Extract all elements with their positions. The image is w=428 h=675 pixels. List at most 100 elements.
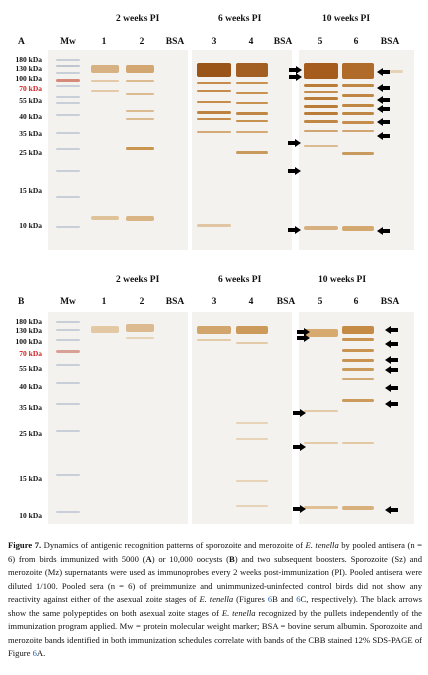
lane-1: [91, 312, 119, 524]
mw-label: 35 kDa: [19, 129, 42, 138]
lane-4: [236, 312, 268, 524]
arrow-right-icon: [297, 334, 310, 342]
arrow-right-icon: [289, 66, 302, 74]
mw-label: 130 kDa: [15, 326, 42, 335]
lane-label: Mw: [60, 37, 76, 47]
panel-a: 2 weeks PI 6 weeks PI 10 weeks PI A Mw 1…: [0, 0, 428, 262]
mw-label: 15 kDa: [19, 474, 42, 483]
figure-link[interactable]: 6: [296, 594, 301, 604]
mw-label: 100 kDa: [15, 337, 42, 346]
mw-label-highlight: 70 kDa: [19, 349, 42, 358]
lane-6: [342, 50, 374, 250]
lane-label: BSA: [165, 37, 185, 47]
mw-label: 100 kDa: [15, 74, 42, 83]
blot-10-weeks: [299, 312, 414, 524]
lane-label: BSA: [276, 297, 296, 307]
lane-bsa: [383, 50, 403, 250]
caption-text: (Figures: [233, 594, 268, 604]
caption-text: B and: [272, 594, 297, 604]
arrow-right-icon: [293, 409, 306, 417]
lane-label: 5: [317, 297, 323, 307]
lane-label: 1: [101, 297, 107, 307]
species-name: E. tenella: [199, 594, 234, 604]
arrow-left-icon: [377, 227, 390, 235]
pi-header: 6 weeks PI: [218, 14, 262, 24]
mw-label: 180 kDa: [15, 317, 42, 326]
lane-4: [236, 50, 268, 250]
figure-caption: Figure 7. Dynamics of antigenic recognit…: [8, 539, 422, 661]
lane-3: [197, 312, 231, 524]
arrow-left-icon: [385, 340, 398, 348]
lane-label: BSA: [380, 37, 400, 47]
mw-label: 180 kDa: [15, 55, 42, 64]
blot-6-weeks: [192, 312, 292, 524]
arrow-left-icon: [385, 356, 398, 364]
pi-header: 2 weeks PI: [116, 275, 160, 285]
species-name: E. tenella: [305, 540, 339, 550]
caption-lead: Figure 7.: [8, 540, 42, 550]
panel-b: 2 weeks PI 6 weeks PI 10 weeks PI B Mw 1…: [0, 270, 428, 532]
arrow-left-icon: [385, 366, 398, 374]
species-name: E. tenella: [221, 607, 256, 618]
mw-label: 25 kDa: [19, 148, 42, 157]
lane-label: 6: [353, 37, 359, 47]
pi-header: 6 weeks PI: [218, 275, 262, 285]
lane-label: 3: [211, 37, 217, 47]
panel-letter: B: [18, 297, 25, 307]
panel-letter: A: [18, 37, 25, 47]
arrow-left-icon: [385, 506, 398, 514]
mw-label: 130 kDa: [15, 64, 42, 73]
lane-label: BSA: [273, 37, 293, 47]
lane-label: 2: [139, 297, 145, 307]
arrow-left-icon: [377, 68, 390, 76]
mw-label: 15 kDa: [19, 186, 42, 195]
lane-label: Mw: [60, 297, 76, 307]
pi-header: 10 weeks PI: [322, 14, 371, 24]
lane-label: 4: [248, 297, 254, 307]
figure-link[interactable]: 6: [32, 648, 37, 658]
arrow-left-icon: [377, 118, 390, 126]
blot-10-weeks: [299, 50, 414, 250]
blot-2-weeks: [48, 312, 188, 524]
lane-mw: [56, 50, 80, 250]
caption-text: ) and two subsequent boosters. Sporozoit…: [8, 553, 423, 605]
arrow-left-icon: [385, 384, 398, 392]
lane-5: [304, 312, 338, 524]
pi-header: 10 weeks PI: [318, 275, 367, 285]
lane-label: 6: [353, 297, 359, 307]
lane-1: [91, 50, 119, 250]
lane-3: [197, 50, 231, 250]
arrow-left-icon: [377, 105, 390, 113]
lane-label: 1: [101, 37, 107, 47]
lane-label: BSA: [380, 297, 400, 307]
arrow-right-icon: [293, 505, 306, 513]
mw-label: 40 kDa: [19, 382, 42, 391]
panel-ref: A: [145, 553, 152, 564]
caption-text: by pooled antisera (n = 6) from birds im…: [8, 540, 422, 564]
arrow-right-icon: [288, 139, 301, 147]
arrow-right-icon: [289, 73, 302, 81]
arrow-left-icon: [385, 400, 398, 408]
lane-label: 5: [317, 37, 323, 47]
arrow-right-icon: [288, 167, 301, 175]
arrow-left-icon: [377, 132, 390, 140]
lane-2: [126, 50, 154, 250]
lane-label: 3: [211, 297, 217, 307]
mw-label: 35 kDa: [19, 403, 42, 412]
lane-label: 2: [139, 37, 145, 47]
mw-label: 55 kDa: [19, 364, 42, 373]
arrow-right-icon: [297, 328, 310, 336]
mw-label: 25 kDa: [19, 429, 42, 438]
lane-6: [342, 312, 374, 524]
arrow-right-icon: [288, 226, 301, 234]
mw-label-highlight: 70 kDa: [19, 84, 42, 93]
arrow-left-icon: [377, 96, 390, 104]
arrow-left-icon: [385, 326, 398, 334]
arrow-left-icon: [377, 84, 390, 92]
mw-label: 10 kDa: [19, 221, 42, 230]
lane-2: [126, 312, 154, 524]
caption-text: ) or 10,000 oocysts (: [151, 553, 229, 564]
caption-text: recognized by the pullets independently …: [8, 607, 422, 659]
mw-label: 40 kDa: [19, 112, 42, 121]
figure-link[interactable]: 6: [267, 594, 273, 604]
